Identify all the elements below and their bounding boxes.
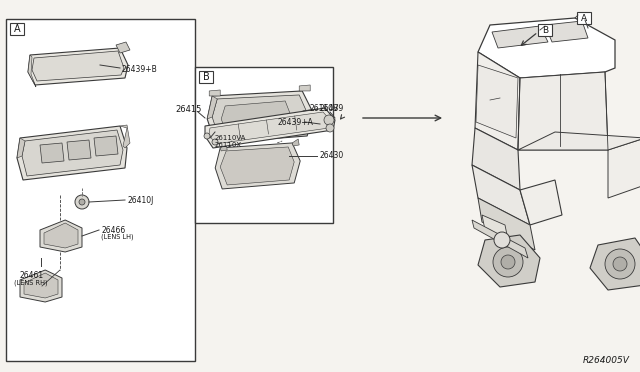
Text: 26466: 26466: [101, 225, 125, 234]
Polygon shape: [209, 112, 331, 144]
Polygon shape: [209, 90, 220, 96]
Polygon shape: [518, 72, 608, 150]
Text: 26110V: 26110V: [310, 103, 339, 112]
Polygon shape: [545, 21, 588, 42]
Polygon shape: [28, 55, 36, 87]
Bar: [10, 23, 24, 35]
Text: (LENS LH): (LENS LH): [101, 234, 134, 240]
Polygon shape: [478, 18, 615, 78]
Circle shape: [79, 199, 85, 205]
Polygon shape: [17, 126, 127, 180]
Text: 26439: 26439: [319, 105, 344, 113]
Text: B: B: [542, 26, 548, 35]
Polygon shape: [292, 139, 300, 146]
Circle shape: [605, 249, 635, 279]
Polygon shape: [116, 42, 130, 53]
Polygon shape: [28, 48, 128, 85]
Text: A: A: [581, 13, 587, 22]
Polygon shape: [44, 223, 78, 248]
Bar: [195, 67, 333, 223]
Polygon shape: [472, 128, 520, 190]
Polygon shape: [215, 143, 300, 189]
Polygon shape: [221, 101, 292, 135]
Bar: [6, 19, 195, 361]
Polygon shape: [520, 180, 562, 225]
Polygon shape: [475, 52, 520, 150]
Circle shape: [494, 232, 510, 248]
Circle shape: [326, 124, 334, 132]
Bar: [199, 71, 213, 83]
Text: 26439+A: 26439+A: [278, 118, 314, 126]
Text: 26415: 26415: [175, 105, 202, 113]
Text: A: A: [14, 23, 20, 33]
Bar: [577, 12, 591, 24]
Polygon shape: [40, 143, 64, 163]
Polygon shape: [207, 91, 312, 143]
Circle shape: [204, 133, 210, 139]
Polygon shape: [32, 51, 124, 81]
Text: 26110VA: 26110VA: [215, 135, 246, 141]
Polygon shape: [22, 130, 123, 176]
Circle shape: [613, 257, 627, 271]
Polygon shape: [220, 144, 227, 151]
Polygon shape: [220, 147, 294, 185]
Text: 26439+B: 26439+B: [122, 64, 157, 74]
Polygon shape: [608, 138, 640, 198]
Polygon shape: [24, 273, 58, 298]
Text: B: B: [203, 72, 209, 82]
Polygon shape: [17, 138, 25, 158]
Polygon shape: [20, 270, 62, 302]
Polygon shape: [476, 65, 518, 138]
Polygon shape: [478, 235, 540, 287]
Polygon shape: [590, 238, 640, 290]
Circle shape: [75, 195, 89, 209]
Polygon shape: [94, 136, 118, 156]
Polygon shape: [67, 140, 91, 160]
Polygon shape: [300, 85, 310, 91]
Polygon shape: [518, 132, 640, 150]
Text: 26461: 26461: [20, 272, 44, 280]
Polygon shape: [120, 125, 130, 148]
Text: (LENS RH): (LENS RH): [14, 280, 47, 286]
Circle shape: [501, 255, 515, 269]
Polygon shape: [482, 215, 508, 240]
Bar: [538, 24, 552, 36]
Text: 26110X: 26110X: [215, 142, 242, 148]
Text: R264005V: R264005V: [583, 356, 630, 365]
Text: 26410J: 26410J: [127, 196, 154, 205]
Circle shape: [324, 115, 334, 125]
Polygon shape: [212, 95, 307, 139]
Polygon shape: [472, 165, 530, 225]
Polygon shape: [472, 220, 528, 258]
Polygon shape: [492, 26, 548, 48]
Circle shape: [212, 139, 218, 145]
Polygon shape: [40, 220, 82, 252]
Text: 26430: 26430: [319, 151, 344, 160]
Polygon shape: [205, 108, 335, 148]
Polygon shape: [478, 198, 535, 250]
Circle shape: [493, 247, 523, 277]
Polygon shape: [207, 96, 217, 119]
